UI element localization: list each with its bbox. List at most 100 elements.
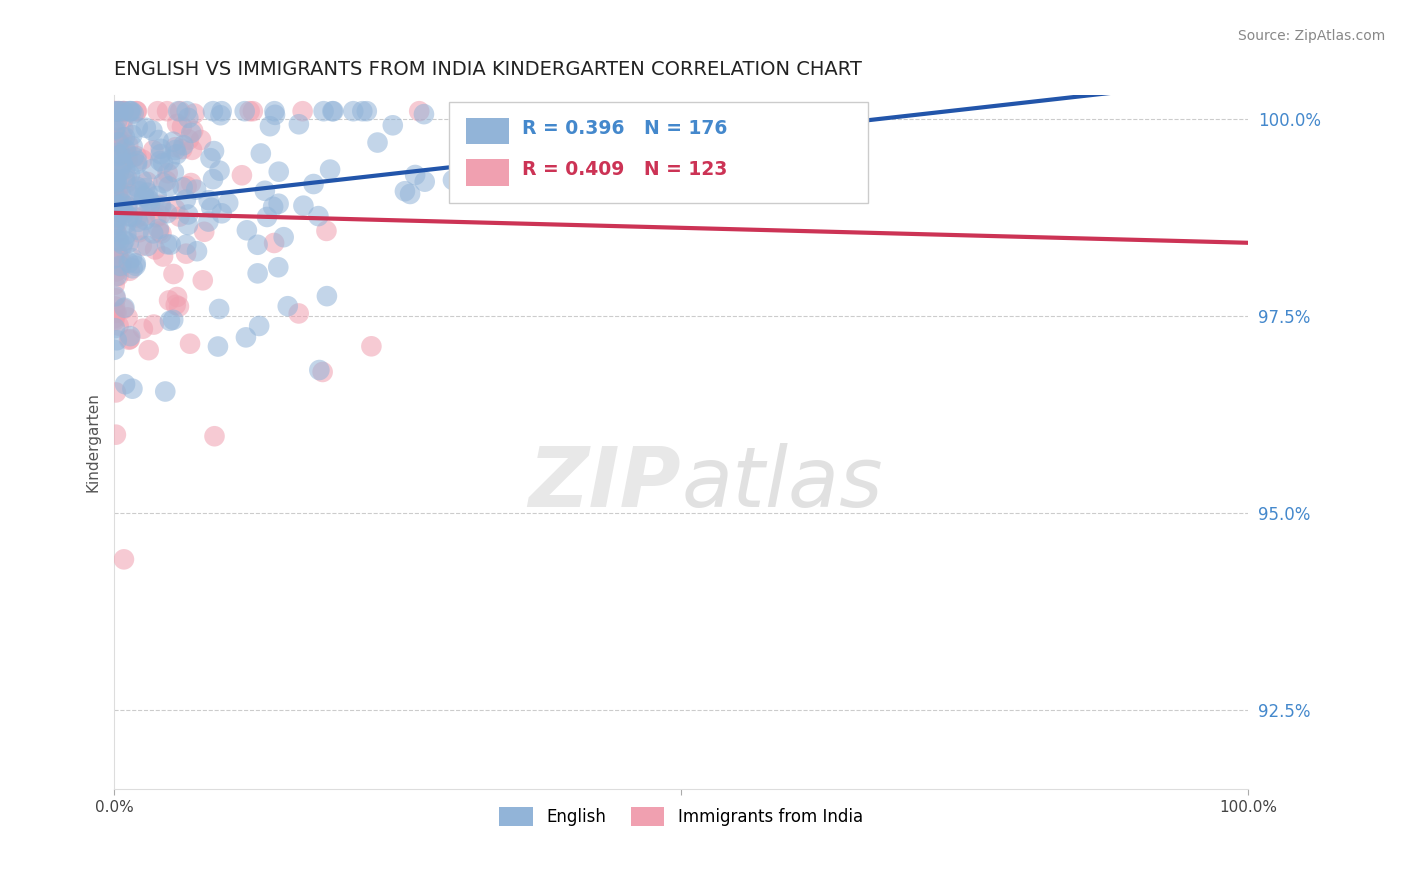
English (115, 216, 138, 230)
English (104, 121, 127, 136)
English (107, 210, 129, 224)
English (172, 180, 194, 194)
Immigrants from India (125, 104, 148, 119)
Immigrants from India (191, 273, 214, 287)
Immigrants from India (118, 333, 141, 347)
English (207, 339, 229, 353)
English (118, 168, 141, 182)
Immigrants from India (162, 267, 184, 281)
English (105, 173, 128, 187)
English (319, 162, 342, 177)
English (105, 333, 128, 347)
English (105, 113, 128, 128)
English (176, 104, 198, 119)
English (114, 172, 136, 186)
Bar (465, 160, 509, 186)
Immigrants from India (170, 120, 193, 134)
English (441, 173, 464, 187)
English (277, 299, 299, 313)
English (127, 215, 149, 229)
English (103, 252, 125, 266)
English (118, 255, 141, 269)
Immigrants from India (111, 130, 134, 145)
Immigrants from India (156, 104, 179, 119)
English (322, 104, 344, 119)
English (172, 138, 194, 153)
English (235, 330, 257, 344)
English (259, 119, 281, 133)
English (107, 104, 129, 119)
Immigrants from India (104, 105, 127, 120)
Immigrants from India (111, 241, 134, 255)
Immigrants from India (179, 336, 201, 351)
English (121, 261, 143, 276)
English (316, 289, 339, 303)
English (247, 318, 270, 333)
Immigrants from India (131, 238, 153, 252)
English (200, 151, 222, 165)
Immigrants from India (107, 318, 129, 333)
English (112, 206, 135, 220)
English (253, 184, 276, 198)
English (413, 107, 436, 121)
English (105, 204, 128, 219)
Text: ENGLISH VS IMMIGRANTS FROM INDIA KINDERGARTEN CORRELATION CHART: ENGLISH VS IMMIGRANTS FROM INDIA KINDERG… (114, 60, 862, 78)
English (134, 181, 156, 195)
English (312, 104, 335, 119)
English (157, 179, 180, 194)
Immigrants from India (103, 246, 125, 260)
Immigrants from India (117, 137, 139, 152)
English (124, 259, 146, 273)
Immigrants from India (142, 318, 165, 332)
Immigrants from India (104, 171, 127, 186)
Immigrants from India (107, 186, 129, 200)
English (404, 168, 426, 182)
Immigrants from India (120, 187, 142, 202)
English (110, 185, 132, 199)
English (111, 202, 134, 217)
Immigrants from India (105, 264, 128, 278)
English (165, 143, 187, 157)
Immigrants from India (105, 130, 128, 145)
English (174, 193, 197, 207)
English (394, 184, 416, 198)
Immigrants from India (107, 250, 129, 264)
English (367, 136, 389, 150)
Immigrants from India (103, 104, 125, 119)
English (381, 118, 404, 132)
Immigrants from India (315, 224, 337, 238)
English (159, 314, 181, 328)
English (162, 135, 184, 149)
Immigrants from India (115, 176, 138, 190)
Immigrants from India (132, 322, 155, 336)
Immigrants from India (146, 104, 169, 119)
English (156, 206, 179, 220)
English (103, 343, 125, 357)
Immigrants from India (104, 136, 127, 151)
English (103, 172, 125, 186)
Immigrants from India (287, 306, 309, 320)
Immigrants from India (112, 112, 135, 126)
English (211, 104, 233, 119)
English (132, 189, 155, 203)
Immigrants from India (103, 104, 125, 119)
Immigrants from India (231, 168, 253, 182)
Immigrants from India (110, 161, 132, 175)
English (186, 244, 208, 259)
English (112, 234, 135, 248)
English (114, 161, 136, 176)
English (111, 237, 134, 252)
Immigrants from India (112, 552, 135, 566)
Immigrants from India (107, 131, 129, 145)
Immigrants from India (104, 277, 127, 292)
English (177, 111, 200, 125)
Immigrants from India (360, 339, 382, 353)
English (211, 206, 233, 220)
English (149, 142, 172, 156)
Immigrants from India (166, 117, 188, 131)
Immigrants from India (131, 153, 153, 167)
Immigrants from India (125, 149, 148, 163)
Immigrants from India (143, 243, 166, 257)
English (138, 193, 160, 207)
Immigrants from India (145, 211, 167, 225)
